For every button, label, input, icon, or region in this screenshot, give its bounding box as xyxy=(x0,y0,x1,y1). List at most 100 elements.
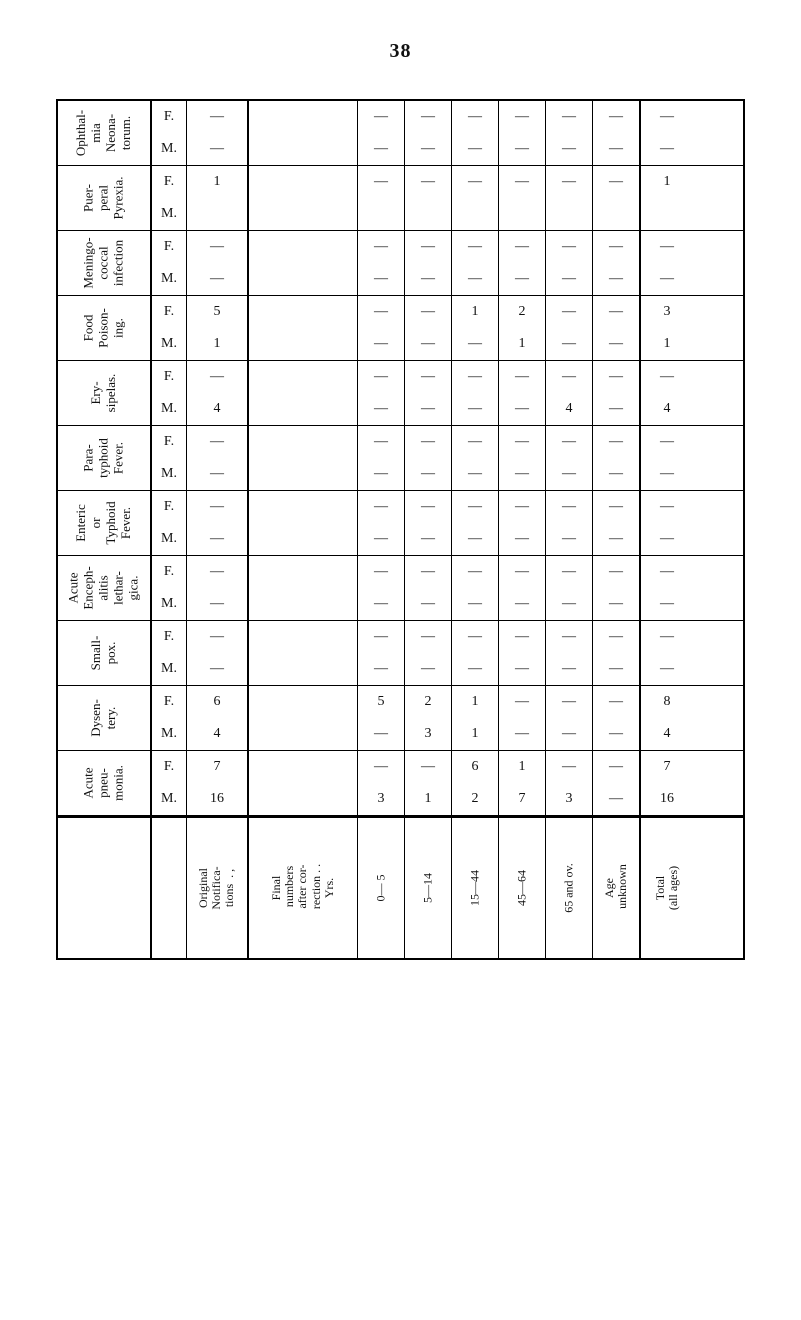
table-row: Acute pneu- monia.F.M.716—3—16217—3——716 xyxy=(58,751,743,816)
final-col xyxy=(249,621,357,685)
age-a65-M xyxy=(546,198,592,230)
hdr-age5: 5—14 xyxy=(404,818,451,958)
sex-M: M. xyxy=(152,588,186,620)
age-a15-M: 2 xyxy=(452,783,498,815)
age-a65-F: — xyxy=(546,101,592,133)
final-F xyxy=(249,686,357,718)
tot-M: 1 xyxy=(641,328,693,360)
unk-M xyxy=(593,198,639,230)
age-a0-F: — xyxy=(358,621,404,653)
age-col-a0: —— xyxy=(357,101,404,165)
hdr-sex-empty xyxy=(152,818,186,958)
age-a0-F: — xyxy=(358,166,404,198)
total-col: 84 xyxy=(641,686,693,750)
age-col-a45: — xyxy=(498,166,545,230)
unk-F: — xyxy=(593,491,639,523)
hdr-unk-text: Age unknown xyxy=(603,864,629,912)
unk-M: — xyxy=(593,263,639,295)
hdr-label-empty xyxy=(58,818,152,958)
age-a5-F: 2 xyxy=(405,686,451,718)
total-col: —— xyxy=(641,491,693,555)
final-F xyxy=(249,556,357,588)
age-a45-M: 1 xyxy=(499,328,545,360)
sex-F: F. xyxy=(152,686,186,718)
age-a5-M: — xyxy=(405,133,451,165)
tot-M xyxy=(641,198,693,230)
unk-F: — xyxy=(593,686,639,718)
age-a15-F: — xyxy=(452,426,498,458)
sex-F: F. xyxy=(152,556,186,588)
age-col-a45: 17 xyxy=(498,751,545,815)
final-F xyxy=(249,426,357,458)
age-a45-F: — xyxy=(499,686,545,718)
age-col-a0: 5— xyxy=(357,686,404,750)
final-col xyxy=(249,751,357,815)
age-a45-M: — xyxy=(499,718,545,750)
age-col-a5: —— xyxy=(404,491,451,555)
age-a65-M: — xyxy=(546,588,592,620)
age-col-a45: —— xyxy=(498,231,545,295)
sex-F: F. xyxy=(152,231,186,263)
hdr-age45-text: 45—64 xyxy=(515,870,528,906)
age-col-a5: —— xyxy=(404,426,451,490)
row-label-text: Meningo- coccal infection xyxy=(82,237,127,288)
age-a45-F: — xyxy=(499,361,545,393)
unknown-col: —— xyxy=(592,621,639,685)
age-col-a0: —— xyxy=(357,491,404,555)
age-a5-F: — xyxy=(405,166,451,198)
final-F xyxy=(249,101,357,133)
orig-F: — xyxy=(187,621,247,653)
age-col-a0: —— xyxy=(357,231,404,295)
age-a15-F: — xyxy=(452,556,498,588)
age-a0-F: — xyxy=(358,491,404,523)
age-a15-M: — xyxy=(452,653,498,685)
age-a0-F: — xyxy=(358,231,404,263)
age-a0-F: — xyxy=(358,361,404,393)
unknown-col: —— xyxy=(592,686,639,750)
final-col xyxy=(249,556,357,620)
total-col: —— xyxy=(641,101,693,165)
final-M xyxy=(249,133,357,165)
age-a15-F: 1 xyxy=(452,686,498,718)
age-col-a5: —— xyxy=(404,101,451,165)
tot-M: — xyxy=(641,263,693,295)
sex-M: M. xyxy=(152,523,186,555)
age-col-a15: —— xyxy=(451,361,498,425)
unk-F: — xyxy=(593,621,639,653)
age-col-a65: —— xyxy=(545,556,592,620)
final-col xyxy=(249,361,357,425)
orig-col: 64 xyxy=(186,686,247,750)
unk-F: — xyxy=(593,101,639,133)
unknown-col: —— xyxy=(592,361,639,425)
unk-F: — xyxy=(593,296,639,328)
age-a5-M xyxy=(405,198,451,230)
age-a0-M: — xyxy=(358,393,404,425)
age-a45-F: 1 xyxy=(499,751,545,783)
age-a45-M: — xyxy=(499,263,545,295)
sex-M: M. xyxy=(152,718,186,750)
age-a45-F: — xyxy=(499,426,545,458)
orig-M: — xyxy=(187,653,247,685)
age-a5-M: — xyxy=(405,458,451,490)
unknown-col: — xyxy=(592,166,639,230)
age-col-a15: —— xyxy=(451,426,498,490)
unknown-col: —— xyxy=(592,296,639,360)
age-a0-M: 3 xyxy=(358,783,404,815)
age-a0-M: — xyxy=(358,588,404,620)
age-a15-M: — xyxy=(452,523,498,555)
age-col-a0: — xyxy=(357,166,404,230)
row-label-text: Food Poison- ing. xyxy=(82,308,127,348)
tot-F: — xyxy=(641,101,693,133)
age-col-a45: —— xyxy=(498,686,545,750)
age-a65-M: — xyxy=(546,458,592,490)
age-a15-M: — xyxy=(452,133,498,165)
age-col-a65: —4 xyxy=(545,361,592,425)
orig-M: 4 xyxy=(187,393,247,425)
final-col xyxy=(249,166,357,230)
final-F xyxy=(249,296,357,328)
orig-F: — xyxy=(187,556,247,588)
final-col xyxy=(249,296,357,360)
row-label: Ophthal- mia Neona- torum. xyxy=(58,101,152,165)
tot-F: 8 xyxy=(641,686,693,718)
age-a0-M: — xyxy=(358,263,404,295)
